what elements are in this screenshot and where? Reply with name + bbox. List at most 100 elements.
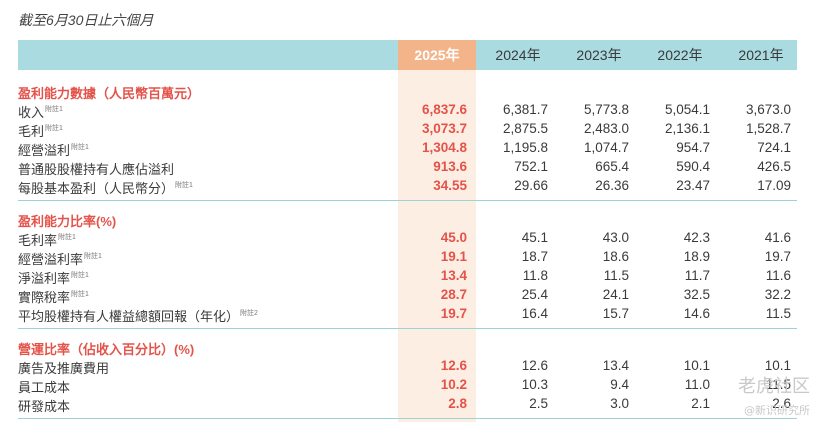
value-2025: 1,304.8 bbox=[421, 140, 467, 155]
table-row: 毛利附註1 3,073.7 2,875.5 2,483.0 2,136.1 1,… bbox=[0, 121, 824, 140]
value-2025: 12.6 bbox=[440, 358, 467, 373]
table-row: 收入附註1 6,837.6 6,381.7 5,773.8 5,054.1 3,… bbox=[0, 102, 824, 121]
year-header-2023: 2023年 bbox=[576, 47, 622, 63]
section-divider bbox=[18, 200, 797, 201]
year-header-2022: 2022年 bbox=[657, 47, 703, 63]
table-row: 每股基本盈利（人民幣分）附註1 34.55 29.66 26.36 23.47 … bbox=[0, 178, 824, 197]
value-2024: 18.7 bbox=[521, 249, 548, 264]
value-2024: 1,195.8 bbox=[502, 140, 548, 155]
value-2023: 2,483.0 bbox=[583, 121, 629, 136]
row-label: 廣告及推廣費用 bbox=[18, 361, 110, 376]
value-2023: 665.4 bbox=[595, 159, 629, 174]
row-label: 毛利附註1 bbox=[18, 124, 63, 139]
value-2024: 12.6 bbox=[521, 358, 548, 373]
value-2025: 19.1 bbox=[440, 249, 467, 264]
value-2021: 41.6 bbox=[764, 230, 791, 245]
value-2021: 10.1 bbox=[764, 358, 791, 373]
value-2022: 2.1 bbox=[691, 396, 710, 411]
value-2023: 9.4 bbox=[610, 377, 629, 392]
table-row: 經營溢利率附註1 19.1 18.7 18.6 18.9 19.7 bbox=[0, 249, 824, 268]
value-2023: 13.4 bbox=[602, 358, 629, 373]
value-2021: 11.5 bbox=[765, 377, 791, 392]
value-2024: 11.8 bbox=[522, 268, 548, 283]
value-2021: 17.09 bbox=[757, 178, 791, 193]
value-2022: 32.5 bbox=[683, 287, 710, 302]
table-row: 廣告及推廣費用 12.6 12.6 13.4 10.1 10.1 bbox=[0, 358, 824, 377]
value-2022: 11.0 bbox=[684, 377, 710, 392]
value-2024: 752.1 bbox=[514, 159, 548, 174]
value-2022: 5,054.1 bbox=[664, 102, 710, 117]
watermark-handle: @新识研究所 bbox=[744, 404, 810, 417]
value-2025: 13.4 bbox=[440, 268, 467, 283]
value-2021: 32.2 bbox=[764, 287, 791, 302]
value-2022: 42.3 bbox=[683, 230, 710, 245]
row-label: 收入附註1 bbox=[18, 105, 63, 120]
value-2022: 18.9 bbox=[683, 249, 710, 264]
value-2025: 45.0 bbox=[440, 230, 467, 245]
table-row: 平均股權持有人權益總額回報（年化）附註2 19.7 16.4 15.7 14.6… bbox=[0, 306, 824, 325]
row-label: 淨溢利率附註1 bbox=[18, 271, 89, 286]
watermark-logo: 老虎社区 bbox=[738, 376, 810, 397]
table-subtitle: 截至6月30日止六個月 bbox=[18, 12, 154, 28]
value-2025: 28.7 bbox=[440, 287, 467, 302]
value-2021: 2.6 bbox=[772, 396, 791, 411]
value-2022: 10.1 bbox=[683, 358, 710, 373]
table-row: 經營溢利附註1 1,304.8 1,195.8 1,074.7 954.7 72… bbox=[0, 140, 824, 159]
value-2021: 11.6 bbox=[765, 268, 791, 283]
value-2023: 43.0 bbox=[602, 230, 629, 245]
table-row: 淨溢利率附註1 13.4 11.8 11.5 11.7 11.6 bbox=[0, 268, 824, 287]
value-2024: 29.66 bbox=[514, 178, 548, 193]
highlight-column-2025 bbox=[398, 40, 476, 422]
value-2023: 24.1 bbox=[602, 287, 629, 302]
value-2023: 26.36 bbox=[595, 178, 629, 193]
section-title-profitability-ratios: 盈利能力比率(%) bbox=[18, 214, 117, 229]
row-label: 普通股股權持有人應佔溢利 bbox=[18, 162, 175, 177]
value-2024: 25.4 bbox=[521, 287, 548, 302]
row-label: 毛利率附註1 bbox=[18, 233, 76, 248]
table-row: 毛利率附註1 45.0 45.1 43.0 42.3 41.6 bbox=[0, 230, 824, 249]
value-2021: 426.5 bbox=[757, 159, 791, 174]
section-title-profitability-data: 盈利能力數據（人民幣百萬元） bbox=[18, 86, 201, 101]
row-label: 平均股權持有人權益總額回報（年化）附註2 bbox=[18, 309, 258, 324]
value-2025: 3,073.7 bbox=[421, 121, 467, 136]
value-2025: 19.7 bbox=[440, 306, 467, 321]
table-row: 員工成本 10.2 10.3 9.4 11.0 11.5 bbox=[0, 377, 824, 396]
table-bottom-rule bbox=[18, 418, 797, 419]
value-2025: 10.2 bbox=[440, 377, 467, 392]
value-2024: 16.4 bbox=[521, 306, 548, 321]
value-2023: 15.7 bbox=[602, 306, 629, 321]
value-2022: 14.6 bbox=[683, 306, 710, 321]
value-2021: 724.1 bbox=[757, 140, 791, 155]
value-2022: 2,136.1 bbox=[664, 121, 710, 136]
value-2021: 19.7 bbox=[764, 249, 791, 264]
value-2023: 11.5 bbox=[603, 268, 629, 283]
value-2021: 3,673.0 bbox=[745, 102, 791, 117]
value-2024: 6,381.7 bbox=[502, 102, 548, 117]
row-label: 研發成本 bbox=[18, 399, 71, 414]
value-2023: 5,773.8 bbox=[583, 102, 629, 117]
row-label: 經營溢利附註1 bbox=[18, 143, 89, 158]
value-2024: 45.1 bbox=[521, 230, 548, 245]
value-2022: 23.47 bbox=[676, 178, 710, 193]
value-2025: 913.6 bbox=[433, 159, 467, 174]
value-2022: 11.7 bbox=[684, 268, 710, 283]
value-2025: 2.8 bbox=[448, 396, 467, 411]
value-2023: 18.6 bbox=[602, 249, 629, 264]
value-2021: 1,528.7 bbox=[745, 121, 791, 136]
year-header-2025: 2025年 bbox=[398, 40, 476, 70]
value-2024: 10.3 bbox=[521, 377, 548, 392]
value-2021: 11.5 bbox=[765, 306, 791, 321]
value-2023: 1,074.7 bbox=[583, 140, 629, 155]
year-header-2021: 2021年 bbox=[738, 47, 784, 63]
section-divider bbox=[18, 328, 797, 329]
value-2022: 590.4 bbox=[676, 159, 710, 174]
row-label: 每股基本盈利（人民幣分）附註1 bbox=[18, 181, 193, 196]
year-header-2024: 2024年 bbox=[495, 47, 541, 63]
value-2025: 34.55 bbox=[433, 178, 467, 193]
row-label: 員工成本 bbox=[18, 380, 71, 395]
table-row: 普通股股權持有人應佔溢利 913.6 752.1 665.4 590.4 426… bbox=[0, 159, 824, 178]
section-title-operating-ratios: 營運比率（佔收入百分比）(%) bbox=[18, 342, 195, 357]
value-2022: 954.7 bbox=[676, 140, 710, 155]
value-2023: 3.0 bbox=[610, 396, 629, 411]
row-label: 經營溢利率附註1 bbox=[18, 252, 102, 267]
